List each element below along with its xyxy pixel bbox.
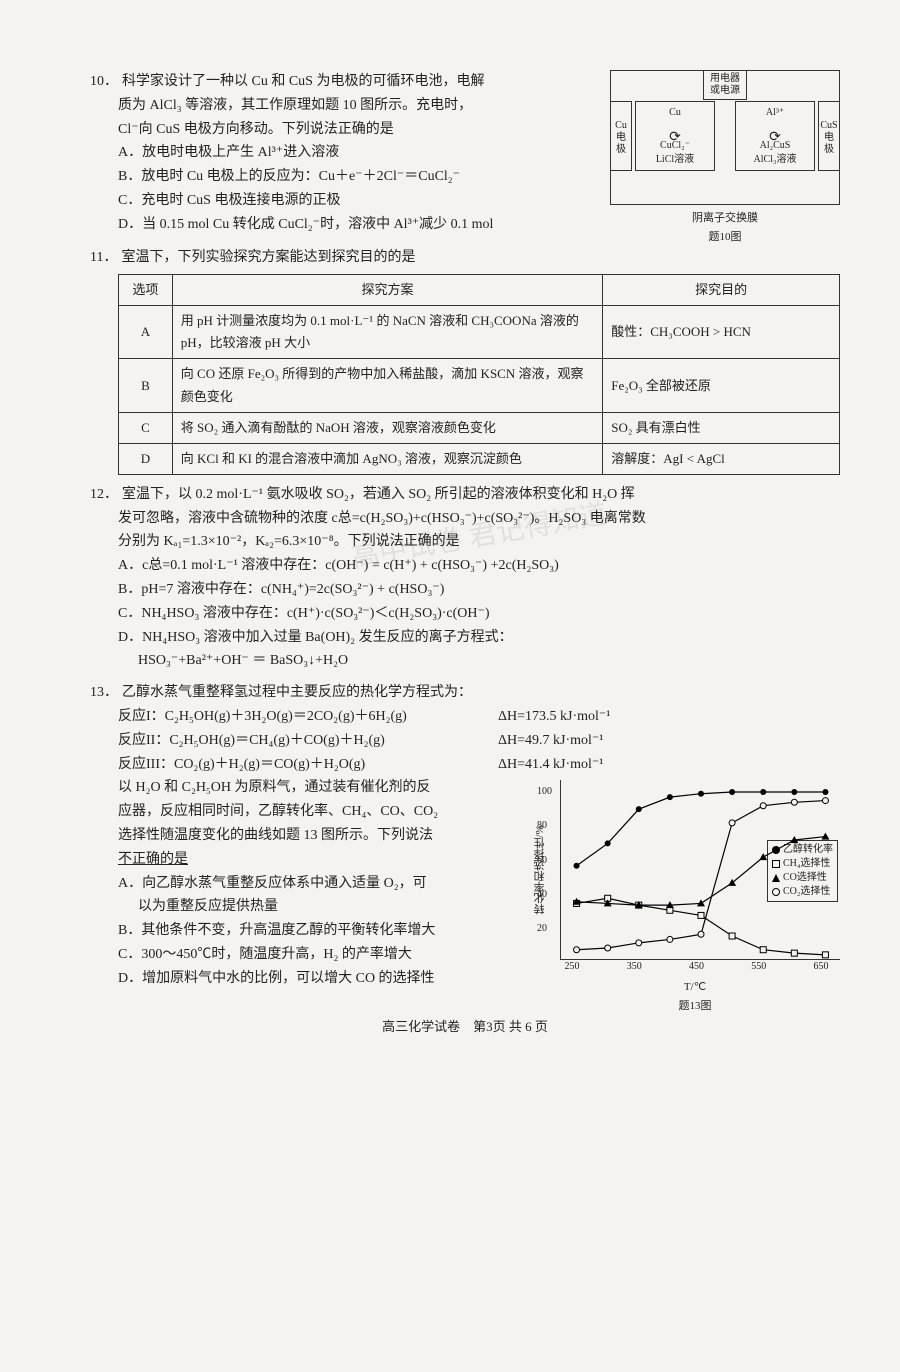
diagram-top-line2: 或电源 [710, 85, 740, 96]
q11-table: 选项 探究方案 探究目的 A 用 pH 计测量浓度均为 0.1 mol·L⁻¹ … [118, 274, 840, 475]
y-tick: 100 [537, 783, 552, 800]
table-row: D 向 KCl 和 KI 的混合溶液中滴加 AgNO₃ 溶液，观察沉淀颜色 溶解… [119, 443, 840, 474]
question-12: 高中试卷 君记得知道 12． 室温下，以 0.2 mol·L⁻¹ 氨水吸收 SO… [90, 483, 840, 673]
left-cell-top: Cu [636, 104, 714, 121]
q12-stem-1: 室温下，以 0.2 mol·L⁻¹ 氨水吸收 SO₂，若通入 SO₂ 所引起的溶… [122, 483, 635, 507]
cell-plan: 用 pH 计测量浓度均为 0.1 mol·L⁻¹ 的 NaCN 溶液和 CH₃C… [172, 306, 602, 359]
q12-option-a: A．c总=0.1 mol·L⁻¹ 溶液中存在：c(OH⁻) = c(H⁺) + … [90, 554, 840, 578]
x-tick: 650 [813, 958, 828, 975]
rxn2-eq: 反应II：C₂H₅OH(g)＝CH₄(g)＋CO(g)＋H₂(g) [118, 729, 498, 753]
cell-opt: A [119, 306, 173, 359]
cell-opt: C [119, 412, 173, 443]
rxn1-dh: ΔH=173.5 kJ·mol⁻¹ [498, 705, 840, 729]
q12-stem-3: 分别为 Kₐ₁=1.3×10⁻²，Kₐ₂=6.3×10⁻⁸。下列说法正确的是 [90, 530, 840, 554]
x-tick: 350 [627, 958, 642, 975]
cell-plan: 向 CO 还原 Fe₂O₃ 所得到的产物中加入稀盐酸，滴加 KSCN 溶液，观察… [172, 359, 602, 412]
diagram-top-line1: 用电器 [710, 73, 740, 84]
y-tick: 60 [537, 852, 547, 869]
x-tick: 450 [689, 958, 704, 975]
x-tick: 550 [751, 958, 766, 975]
reaction-1: 反应I：C₂H₅OH(g)＋3H₂O(g)＝2CO₂(g)＋6H₂(g) ΔH=… [90, 705, 840, 729]
rxn1-eq: 反应I：C₂H₅OH(g)＋3H₂O(g)＝2CO₂(g)＋6H₂(g) [118, 705, 498, 729]
right-cell-label: AlCl₃溶液 [736, 151, 814, 168]
left-cell: Cu ⟳ CuCl₂⁻ LiCl溶液 [635, 101, 715, 171]
q12-option-b: B．pH=7 溶液中存在：c(NH₄⁺)=2c(SO₃²⁻) + c(HSO₃⁻… [90, 578, 840, 602]
cell-plan: 向 KCl 和 KI 的混合溶液中滴加 AgNO₃ 溶液，观察沉淀颜色 [172, 443, 602, 474]
table-row: B 向 CO 还原 Fe₂O₃ 所得到的产物中加入稀盐酸，滴加 KSCN 溶液，… [119, 359, 840, 412]
cell-opt: B [119, 359, 173, 412]
rxn3-eq: 反应III：CO₂(g)＋H₂(g)＝CO(g)＋H₂O(g) [118, 753, 498, 777]
right-cell-top: Al³⁺ [736, 104, 814, 121]
diagram-top-label: 用电器 或电源 [703, 70, 747, 100]
cus-electrode: CuS 电 极 [818, 101, 840, 171]
question-13: 13． 乙醇水蒸气重整释氢过程中主要反应的热化学方程式为： 反应I：C₂H₅OH… [90, 681, 840, 990]
table-row: C 将 SO₂ 通入滴有酚酞的 NaOH 溶液，观察溶液颜色变化 SO₂ 具有漂… [119, 412, 840, 443]
cell-goal: 酸性：CH₃COOH > HCN [603, 306, 840, 359]
cu-electrode: Cu 电 极 [610, 101, 632, 171]
question-11: 11． 室温下，下列实验探究方案能达到探究目的的是 选项 探究方案 探究目的 A… [90, 246, 840, 474]
cell-opt: D [119, 443, 173, 474]
reaction-3: 反应III：CO₂(g)＋H₂(g)＝CO(g)＋H₂O(g) ΔH=41.4 … [90, 753, 840, 777]
chart-q13: 转化率和选择性/% 乙醇转化率 CH₄选择性 CO选择性 CO₂选择性 2040… [550, 780, 840, 1015]
y-tick: 80 [537, 817, 547, 834]
cell-plan: 将 SO₂ 通入滴有酚酞的 NaOH 溶液，观察溶液颜色变化 [172, 412, 602, 443]
q13-number: 13． [90, 681, 118, 705]
cell-goal: SO₂ 具有漂白性 [603, 412, 840, 443]
fig10-caption: 题10图 [610, 228, 840, 247]
q11-th-opt: 选项 [119, 275, 173, 306]
page-footer: 高三化学试卷 第3页 共 6 页 [90, 1016, 840, 1038]
x-axis-label: T/℃ [550, 978, 840, 997]
reaction-2: 反应II：C₂H₅OH(g)＝CH₄(g)＋CO(g)＋H₂(g) ΔH=49.… [90, 729, 840, 753]
left-cell-label: LiCl溶液 [636, 151, 714, 168]
right-cell: Al³⁺ ⟳ Al₂CuS AlCl₃溶液 [735, 101, 815, 171]
membrane-label: 阴离子交换膜 [610, 209, 840, 228]
rxn2-dh: ΔH=49.7 kJ·mol⁻¹ [498, 729, 840, 753]
q12-number: 12． [90, 483, 118, 507]
q11-th-goal: 探究目的 [603, 275, 840, 306]
fig13-caption: 题13图 [550, 997, 840, 1016]
y-tick: 20 [537, 920, 547, 937]
diagram-q10: 用电器 或电源 Cu 电 极 Cu ⟳ CuCl₂⁻ LiCl溶液 Al³⁺ ⟳… [610, 70, 840, 246]
q12-option-d-2: HSO₃⁻+Ba²⁺+OH⁻ ＝ BaSO₃↓+H₂O [90, 649, 840, 673]
q12-stem-2: 发可忽略，溶液中含硫物种的浓度 c总=c(H₂SO₃)+c(HSO₃⁻)+c(S… [90, 507, 840, 531]
q11-stem: 室温下，下列实验探究方案能达到探究目的的是 [121, 246, 415, 270]
chart-plot [561, 780, 841, 960]
q13-stem: 乙醇水蒸气重整释氢过程中主要反应的热化学方程式为： [122, 681, 472, 705]
cell-goal: 溶解度：AgI < AgCl [603, 443, 840, 474]
q10-stem-1: 科学家设计了一种以 Cu 和 CuS 为电极的可循环电池，电解 [122, 70, 484, 94]
cell-goal: Fe₂O₃ 全部被还原 [603, 359, 840, 412]
q11-number: 11． [90, 246, 117, 270]
table-row: A 用 pH 计测量浓度均为 0.1 mol·L⁻¹ 的 NaCN 溶液和 CH… [119, 306, 840, 359]
q12-option-c: C．NH₄HSO₃ 溶液中存在：c(H⁺)·c(SO₃²⁻)＜c(H₂SO₃)·… [90, 602, 840, 626]
q12-option-d-1: D．NH₄HSO₃ 溶液中加入过量 Ba(OH)₂ 发生反应的离子方程式： [90, 626, 840, 650]
question-10: 用电器 或电源 Cu 电 极 Cu ⟳ CuCl₂⁻ LiCl溶液 Al³⁺ ⟳… [90, 70, 840, 237]
rxn3-dh: ΔH=41.4 kJ·mol⁻¹ [498, 753, 840, 777]
x-tick: 250 [565, 958, 580, 975]
q10-number: 10． [90, 70, 118, 94]
y-tick: 40 [537, 886, 547, 903]
q11-th-plan: 探究方案 [172, 275, 602, 306]
